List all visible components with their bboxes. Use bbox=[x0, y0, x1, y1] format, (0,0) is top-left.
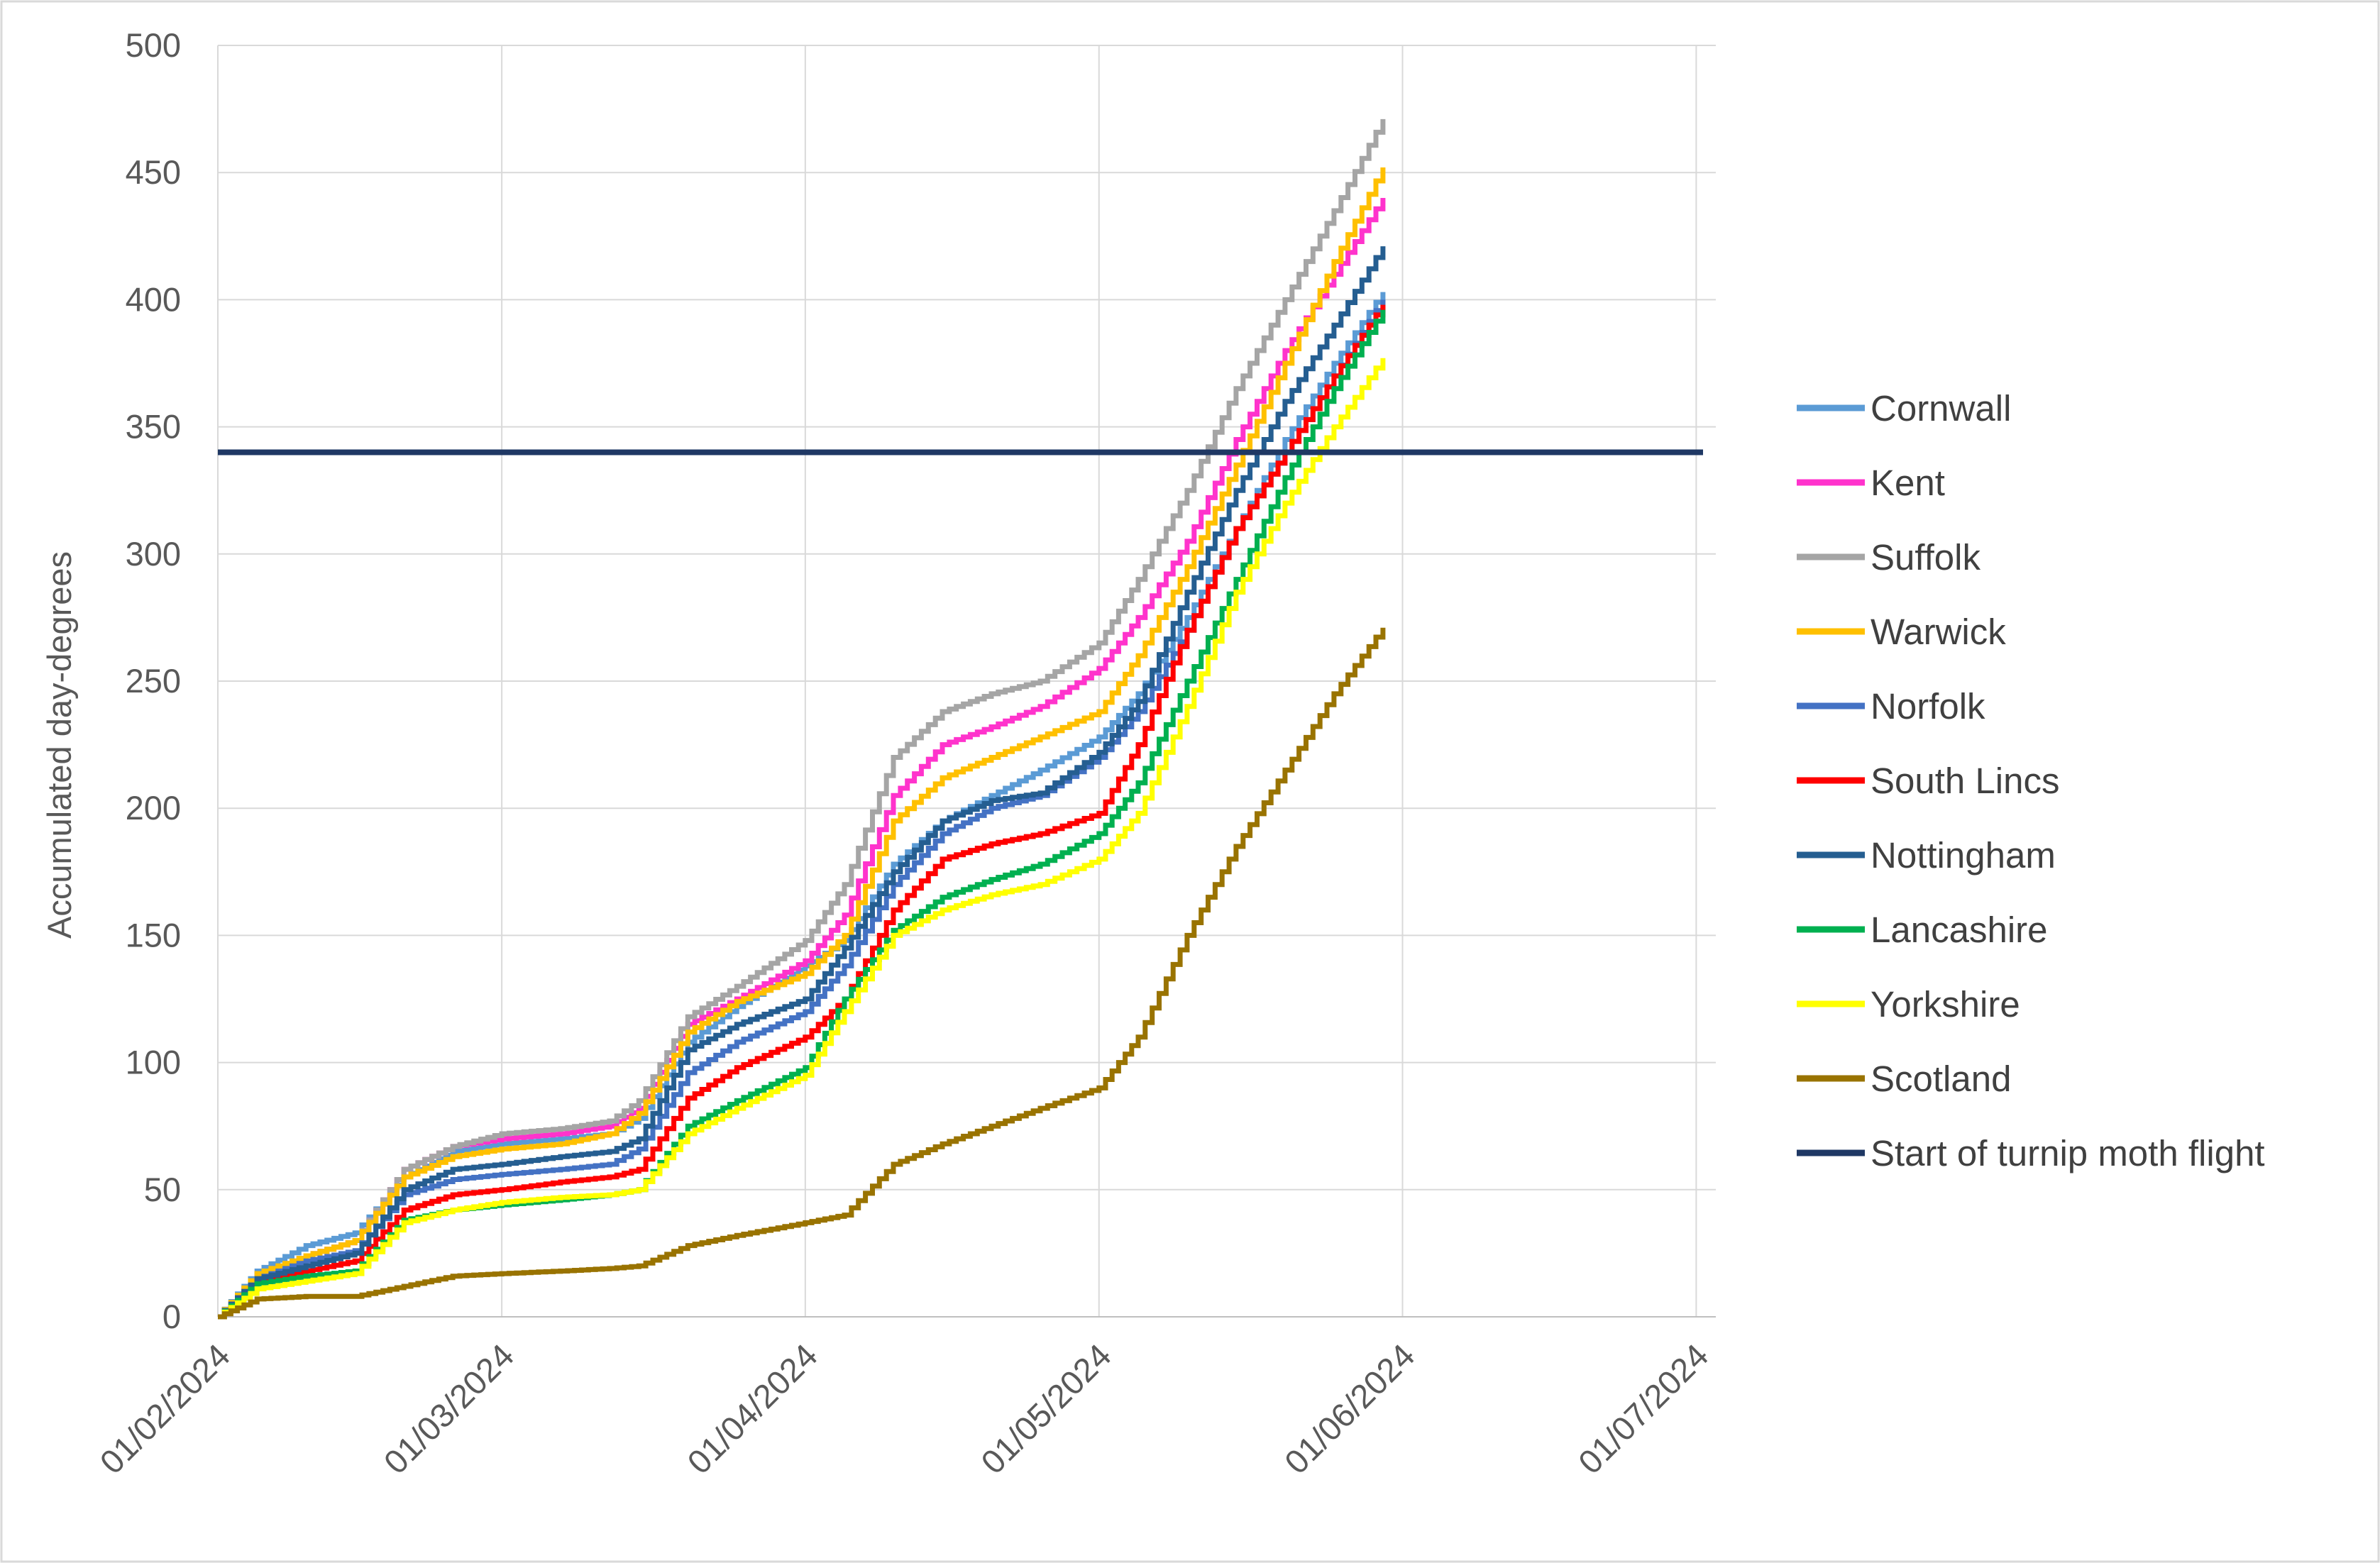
y-tick-label: 0 bbox=[162, 1298, 181, 1335]
series-line-nottingham bbox=[218, 246, 1386, 1320]
y-tick-label: 450 bbox=[126, 153, 181, 191]
y-axis-title: Accumulated day-degrees bbox=[40, 551, 78, 939]
y-tick-label: 250 bbox=[126, 662, 181, 700]
y-tick-labels: 0 50 100 150 200 250 300 350 400 450 500 bbox=[126, 26, 181, 1335]
legend-label-south-lincs: South Lincs bbox=[1871, 761, 2060, 801]
legend-label-kent: Kent bbox=[1871, 463, 1945, 503]
legend-label-norfolk: Norfolk bbox=[1871, 686, 1985, 727]
y-tick-label: 500 bbox=[126, 26, 181, 64]
series-line-yorkshire bbox=[218, 358, 1386, 1320]
legend-label-start-of-turnip-moth-flight: Start of turnip moth flight bbox=[1871, 1133, 2265, 1173]
series-line-south-lincs bbox=[218, 304, 1386, 1320]
legend-label-lancashire: Lancashire bbox=[1871, 910, 2048, 950]
legend-label-nottingham: Nottingham bbox=[1871, 835, 2056, 876]
y-tick-label: 50 bbox=[144, 1171, 181, 1208]
gridlines bbox=[218, 45, 1716, 1317]
legend: Cornwall Kent Suffolk Warwick Norfolk South L… bbox=[1797, 388, 2265, 1173]
legend-label-scotland: Scotland bbox=[1871, 1059, 2011, 1099]
series-line-warwick bbox=[218, 167, 1386, 1320]
series-line-scotland bbox=[218, 627, 1386, 1320]
axes bbox=[217, 45, 1716, 1318]
y-tick-label: 350 bbox=[126, 408, 181, 446]
y-tick-label: 300 bbox=[126, 535, 181, 573]
y-tick-label: 200 bbox=[126, 789, 181, 827]
series-lines bbox=[218, 118, 1386, 1320]
y-tick-label: 150 bbox=[126, 916, 181, 954]
series-line-suffolk bbox=[218, 118, 1386, 1320]
legend-label-cornwall: Cornwall bbox=[1871, 388, 2011, 429]
y-tick-label: 100 bbox=[126, 1044, 181, 1081]
legend-label-warwick: Warwick bbox=[1871, 612, 2006, 652]
legend-label-suffolk: Suffolk bbox=[1871, 537, 1980, 578]
y-tick-label: 400 bbox=[126, 280, 181, 318]
legend-label-yorkshire: Yorkshire bbox=[1871, 984, 2020, 1024]
